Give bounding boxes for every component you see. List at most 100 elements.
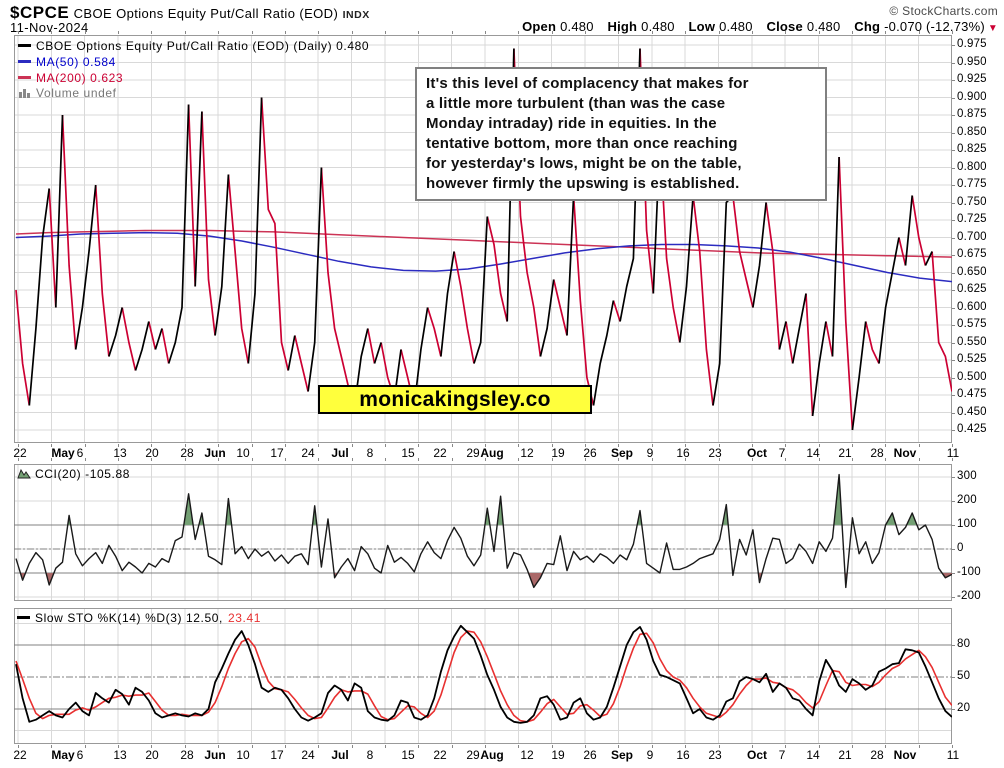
y-axis-tick	[952, 62, 955, 64]
x-axis-tick	[952, 745, 953, 748]
x-axis-tick	[585, 458, 587, 461]
y-axis-tick	[952, 677, 955, 678]
annotation-line: for yesterday's lows, might be on the ta…	[426, 155, 742, 172]
legend-sto-k-label: Slow STO %K(14) %D(3) 12.50,	[35, 610, 223, 625]
x-axis-tick	[318, 31, 320, 34]
x-axis-tick	[785, 745, 787, 748]
x-axis-label: 20	[145, 748, 159, 762]
y-axis-tick	[952, 255, 955, 256]
y-axis-tick	[952, 645, 955, 646]
legend-ma200[interactable]: MA(200) 0.623	[18, 70, 123, 85]
x-axis-tick	[918, 458, 920, 461]
x-axis-label: 17	[270, 748, 284, 762]
x-axis-tick	[718, 458, 720, 461]
y-axis-tick	[952, 185, 955, 186]
x-axis-label: 28	[870, 748, 884, 762]
x-axis-label: 16	[676, 446, 690, 460]
x-axis-tick	[451, 458, 453, 461]
x-axis-tick	[618, 745, 620, 748]
y-axis-label: 0.500	[957, 370, 987, 383]
symbol: $CPCE	[10, 3, 70, 22]
x-axis-tick	[218, 458, 220, 461]
x-axis-tick	[485, 31, 486, 34]
x-axis-tick	[151, 31, 153, 34]
x-axis-tick	[918, 31, 920, 34]
watermark[interactable]: monicakingsley.co	[318, 385, 592, 414]
y-axis-tick	[952, 395, 955, 396]
x-axis-tick	[118, 745, 120, 748]
x-axis-label: 22	[13, 446, 27, 460]
y-axis-label: 0.900	[957, 90, 987, 103]
y-axis-label: 0.550	[957, 335, 987, 348]
x-axis-tick	[451, 745, 453, 748]
x-axis-tick	[952, 444, 953, 447]
legend-volume[interactable]: Volume undef	[18, 85, 117, 100]
y-axis-label: 200	[957, 494, 977, 506]
legend-price[interactable]: CBOE Options Equity Put/Call Ratio (EOD)…	[18, 38, 369, 53]
y-axis-label: 0.625	[957, 283, 987, 295]
y-axis-label: 0.675	[957, 248, 987, 260]
close-label: Close	[766, 19, 803, 34]
x-axis-tick	[251, 745, 253, 748]
y-axis-tick	[952, 237, 955, 239]
x-axis-tick	[418, 458, 420, 461]
x-axis-tick	[851, 31, 853, 34]
x-axis-tick	[184, 31, 186, 34]
y-axis-tick	[952, 45, 955, 46]
x-axis-tick	[84, 458, 86, 461]
x-axis-label: Oct	[746, 748, 768, 762]
x-axis-label: 11	[946, 446, 960, 460]
x-axis-label: 12	[520, 446, 534, 460]
x-axis-label: 16	[676, 748, 690, 762]
x-axis-tick	[952, 31, 953, 34]
legend-sto-d-label: 23.41	[227, 610, 262, 625]
x-axis-tick	[318, 458, 320, 461]
x-axis-tick	[518, 444, 520, 447]
x-axis-tick	[685, 458, 687, 461]
ma200-line-swatch-icon	[18, 76, 31, 79]
chg-label: Chg	[854, 19, 881, 34]
y-axis-label: -100	[957, 566, 981, 578]
page-title: $CPCE CBOE Options Equity Put/Call Ratio…	[10, 3, 370, 23]
x-axis-label: 22	[433, 748, 447, 762]
x-axis-tick	[318, 745, 320, 748]
y-axis-tick	[952, 501, 955, 502]
x-axis-label: 26	[583, 446, 597, 460]
x-axis-tick	[18, 745, 19, 748]
y-axis-label: 0.525	[957, 353, 987, 365]
x-axis-label: 28	[180, 748, 194, 762]
x-axis-label: 17	[270, 446, 284, 460]
x-axis-tick	[151, 458, 153, 461]
chart-date: 11-Nov-2024	[10, 20, 89, 35]
y-axis-label: 0.600	[957, 300, 987, 313]
x-axis-label: 14	[806, 748, 820, 762]
legend-ma50[interactable]: MA(50) 0.584	[18, 54, 116, 69]
x-axis-tick	[885, 745, 887, 748]
x-axis-tick	[551, 31, 553, 34]
x-axis-tick	[451, 31, 453, 34]
x-axis-tick	[51, 31, 53, 34]
x-axis-tick	[284, 31, 286, 34]
legend-cci[interactable]: CCI(20) -105.88	[17, 466, 130, 481]
x-axis-tick	[18, 31, 19, 34]
y-axis-label: 0.950	[957, 55, 987, 68]
x-axis-tick	[785, 458, 787, 461]
sto-pane	[14, 608, 952, 744]
x-axis-tick	[218, 444, 220, 447]
y-axis-tick	[952, 132, 955, 134]
y-axis-tick	[952, 97, 955, 99]
price-line-swatch-icon	[18, 44, 31, 47]
x-axis-tick	[685, 31, 687, 34]
x-axis-tick	[885, 444, 887, 447]
x-axis-tick	[51, 444, 53, 447]
x-axis-label: Jul	[331, 748, 349, 762]
legend-volume-label: Volume undef	[36, 85, 117, 100]
y-axis-label: 0.475	[957, 388, 987, 400]
x-axis-tick	[618, 458, 620, 461]
legend-sto[interactable]: Slow STO %K(14) %D(3) 12.50, 23.41	[17, 610, 261, 625]
quote-bar: Open 0.480 High 0.480 Low 0.480 Close 0.480 …	[512, 19, 998, 34]
x-axis-tick	[885, 31, 887, 34]
y-axis-tick	[952, 573, 955, 574]
y-axis-label: 0.750	[957, 195, 987, 208]
